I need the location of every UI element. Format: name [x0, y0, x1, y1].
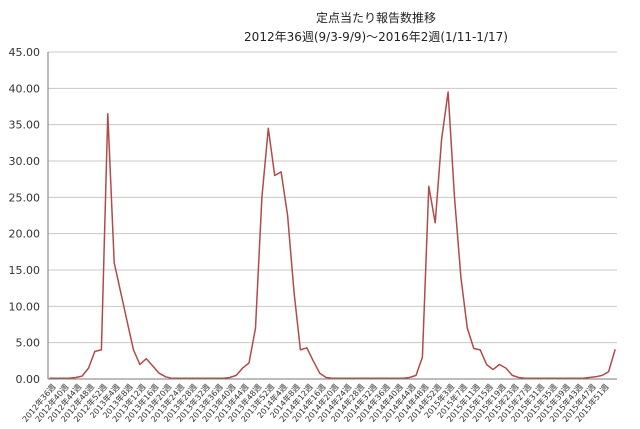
y-tick-label: 15.00: [9, 264, 41, 277]
grid: [48, 51, 617, 344]
y-tick-label: 25.00: [9, 191, 41, 204]
y-axis-ticks: 0.00 5.00 10.00 15.00 20.00 25.00 30.00 35.00 40…: [9, 46, 41, 386]
y-tick-label: 45.00: [9, 46, 41, 59]
chart-title: 定点当たり報告数推移: [316, 10, 436, 25]
series-layer: [49, 91, 616, 380]
y-tick-label: 10.00: [9, 300, 41, 313]
x-axis-ticks: 2012年36週2012年40週2012年44週2012年48週2012年52週…: [20, 382, 611, 424]
y-tick-label: 30.00: [9, 155, 41, 168]
chart-subtitle: 2012年36週(9/3-9/9)～2016年2週(1/11-1/17): [244, 30, 508, 44]
y-tick-label: 20.00: [9, 228, 41, 241]
y-tick-label: 35.00: [9, 119, 41, 132]
y-tick-label: 0.00: [16, 373, 41, 386]
series-line: [49, 91, 616, 380]
y-tick-label: 5.00: [16, 337, 41, 350]
y-tick-label: 40.00: [9, 82, 41, 95]
